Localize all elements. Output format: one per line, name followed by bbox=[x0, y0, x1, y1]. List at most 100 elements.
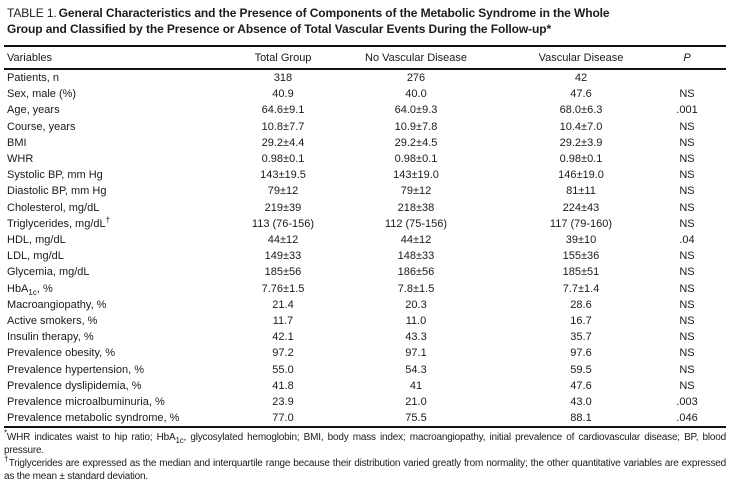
table-row: Prevalence microalbuminuria, % 23.9 21.0 43… bbox=[4, 394, 726, 410]
row-label: Diastolic BP, mm Hg bbox=[7, 185, 107, 198]
no-vascular-disease-value: 54.3 bbox=[405, 363, 427, 376]
table-row: Prevalence dyslipidemia, % 41.8 41 47.6 NS bbox=[4, 378, 726, 394]
vascular-disease-value: 47.6 bbox=[570, 379, 592, 392]
table-row: Active smokers, % 11.7 11.0 16.7 NS bbox=[4, 313, 726, 329]
vascular-disease-value: 10.4±7.0 bbox=[559, 120, 603, 133]
total-group-value: 21.4 bbox=[272, 298, 294, 311]
row-label: Macroangiopathy, % bbox=[7, 298, 107, 311]
row-label: Age, years bbox=[7, 104, 60, 117]
vascular-disease-value: 155±36 bbox=[562, 250, 600, 263]
table-body: Patients, n 318 276 42 Sex, male (%) 40.9 40.0… bbox=[4, 69, 726, 427]
p-value: NS bbox=[679, 88, 695, 101]
table-row: Cholesterol, mg/dL 219±39 218±38 224±43 NS bbox=[4, 200, 726, 216]
vascular-disease-value: 59.5 bbox=[570, 363, 592, 376]
row-label: Triglycerides, mg/dL† bbox=[7, 215, 111, 230]
no-vascular-disease-value: 75.5 bbox=[405, 412, 427, 425]
row-label: BMI bbox=[7, 136, 27, 149]
p-value: NS bbox=[679, 250, 695, 263]
p-value: NS bbox=[679, 169, 695, 182]
table-row: Course, years 10.8±7.7 10.9±7.8 10.4±7.0 NS bbox=[4, 119, 726, 135]
total-group-value: 40.9 bbox=[272, 88, 294, 101]
no-vascular-disease-value: 97.1 bbox=[405, 347, 427, 360]
characteristics-table: Variables Total Group No Vascular Diseas… bbox=[4, 45, 726, 429]
table-row: HbA1c, % 7.76±1.5 7.8±1.5 7.7±1.4 NS bbox=[4, 281, 726, 297]
column-header-p: P bbox=[666, 45, 726, 70]
vascular-disease-value: 28.6 bbox=[570, 298, 592, 311]
table-row: Prevalence metabolic syndrome, % 77.0 75.5… bbox=[4, 410, 726, 427]
no-vascular-disease-value: 20.3 bbox=[405, 298, 427, 311]
table-row: HDL, mg/dL 44±12 44±12 39±10 .04 bbox=[4, 232, 726, 248]
no-vascular-disease-value: 143±19.0 bbox=[393, 169, 439, 182]
no-vascular-disease-value: 64.0±9.3 bbox=[394, 104, 438, 117]
p-value: .04 bbox=[679, 234, 695, 247]
p-value: .001 bbox=[676, 104, 698, 117]
row-label: Insulin therapy, % bbox=[7, 331, 94, 344]
row-label: Prevalence hypertension, % bbox=[7, 363, 144, 376]
table-number: TABLE 1. bbox=[7, 6, 57, 20]
vascular-disease-value: 185±51 bbox=[562, 266, 600, 279]
p-value: .046 bbox=[676, 412, 698, 425]
row-label: Course, years bbox=[7, 120, 76, 133]
table-row: Prevalence obesity, % 97.2 97.1 97.6 NS bbox=[4, 345, 726, 361]
total-group-value: 185±56 bbox=[264, 266, 302, 279]
vascular-disease-value: 7.7±1.4 bbox=[562, 282, 600, 295]
row-label: Active smokers, % bbox=[7, 315, 98, 328]
p-value: NS bbox=[679, 266, 695, 279]
row-label: WHR bbox=[7, 153, 34, 166]
row-label: LDL, mg/dL bbox=[7, 250, 64, 263]
total-group-value: 11.7 bbox=[272, 315, 294, 328]
table-row: Macroangiopathy, % 21.4 20.3 28.6 NS bbox=[4, 297, 726, 313]
row-label: Prevalence dyslipidemia, % bbox=[7, 379, 142, 392]
vascular-disease-value: 146±19.0 bbox=[558, 169, 604, 182]
vascular-disease-value: 224±43 bbox=[562, 201, 600, 214]
no-vascular-disease-value: 218±38 bbox=[397, 201, 435, 214]
table-row: Triglycerides, mg/dL† 113 (76-156) 112 (75… bbox=[4, 216, 726, 232]
column-header-variables: Variables bbox=[4, 45, 230, 70]
row-label: Systolic BP, mm Hg bbox=[7, 169, 103, 182]
row-label: Prevalence obesity, % bbox=[7, 347, 116, 360]
vascular-disease-value: 117 (79-160) bbox=[549, 217, 613, 230]
row-label: HDL, mg/dL bbox=[7, 234, 66, 247]
p-value: NS bbox=[679, 120, 695, 133]
vascular-disease-value: 47.6 bbox=[570, 88, 592, 101]
no-vascular-disease-value: 21.0 bbox=[405, 396, 427, 409]
header-row: Variables Total Group No Vascular Diseas… bbox=[4, 45, 726, 70]
footnotes: *WHR indicates waist to hip ratio; HbA1c… bbox=[4, 429, 726, 483]
total-group-value: 318 bbox=[273, 72, 293, 84]
vascular-disease-value: 35.7 bbox=[570, 331, 592, 344]
column-header-no-vascular-disease: No Vascular Disease bbox=[336, 45, 496, 70]
vascular-disease-value: 16.7 bbox=[570, 315, 592, 328]
no-vascular-disease-value: 276 bbox=[406, 72, 426, 84]
p-value: NS bbox=[679, 217, 695, 230]
total-group-value: 41.8 bbox=[272, 379, 294, 392]
table-row: Diastolic BP, mm Hg 79±12 79±12 81±11 NS bbox=[4, 183, 726, 199]
p-value: NS bbox=[679, 185, 695, 198]
p-value: .003 bbox=[676, 396, 698, 409]
row-label: Prevalence microalbuminuria, % bbox=[7, 396, 165, 409]
p-value: NS bbox=[679, 315, 695, 328]
vascular-disease-value: 0.98±0.1 bbox=[559, 153, 603, 166]
no-vascular-disease-value: 43.3 bbox=[405, 331, 427, 344]
vascular-disease-value: 68.0±6.3 bbox=[559, 104, 603, 117]
total-group-value: 97.2 bbox=[272, 347, 294, 360]
row-label: Glycemia, mg/dL bbox=[7, 266, 90, 279]
no-vascular-disease-value: 10.9±7.8 bbox=[394, 120, 438, 133]
p-value bbox=[666, 69, 726, 86]
row-label: HbA1c, % bbox=[7, 282, 53, 297]
total-group-value: 7.76±1.5 bbox=[261, 282, 305, 295]
total-group-value: 42.1 bbox=[272, 331, 294, 344]
total-group-value: 29.2±4.4 bbox=[261, 136, 305, 149]
table-row: Glycemia, mg/dL 185±56 186±56 185±51 NS bbox=[4, 264, 726, 280]
total-group-value: 219±39 bbox=[264, 201, 302, 214]
total-group-value: 149±33 bbox=[264, 250, 302, 263]
footnote: *WHR indicates waist to hip ratio; HbA1c… bbox=[4, 429, 726, 457]
no-vascular-disease-value: 0.98±0.1 bbox=[394, 153, 438, 166]
total-group-value: 79±12 bbox=[267, 185, 299, 198]
total-group-value: 55.0 bbox=[272, 363, 294, 376]
total-group-value: 44±12 bbox=[267, 234, 299, 247]
no-vascular-disease-value: 186±56 bbox=[397, 266, 435, 279]
column-header-total-group: Total Group bbox=[230, 45, 336, 70]
vascular-disease-value: 43.0 bbox=[570, 396, 592, 409]
p-value: NS bbox=[679, 298, 695, 311]
no-vascular-disease-value: 112 (75-156) bbox=[384, 217, 448, 230]
